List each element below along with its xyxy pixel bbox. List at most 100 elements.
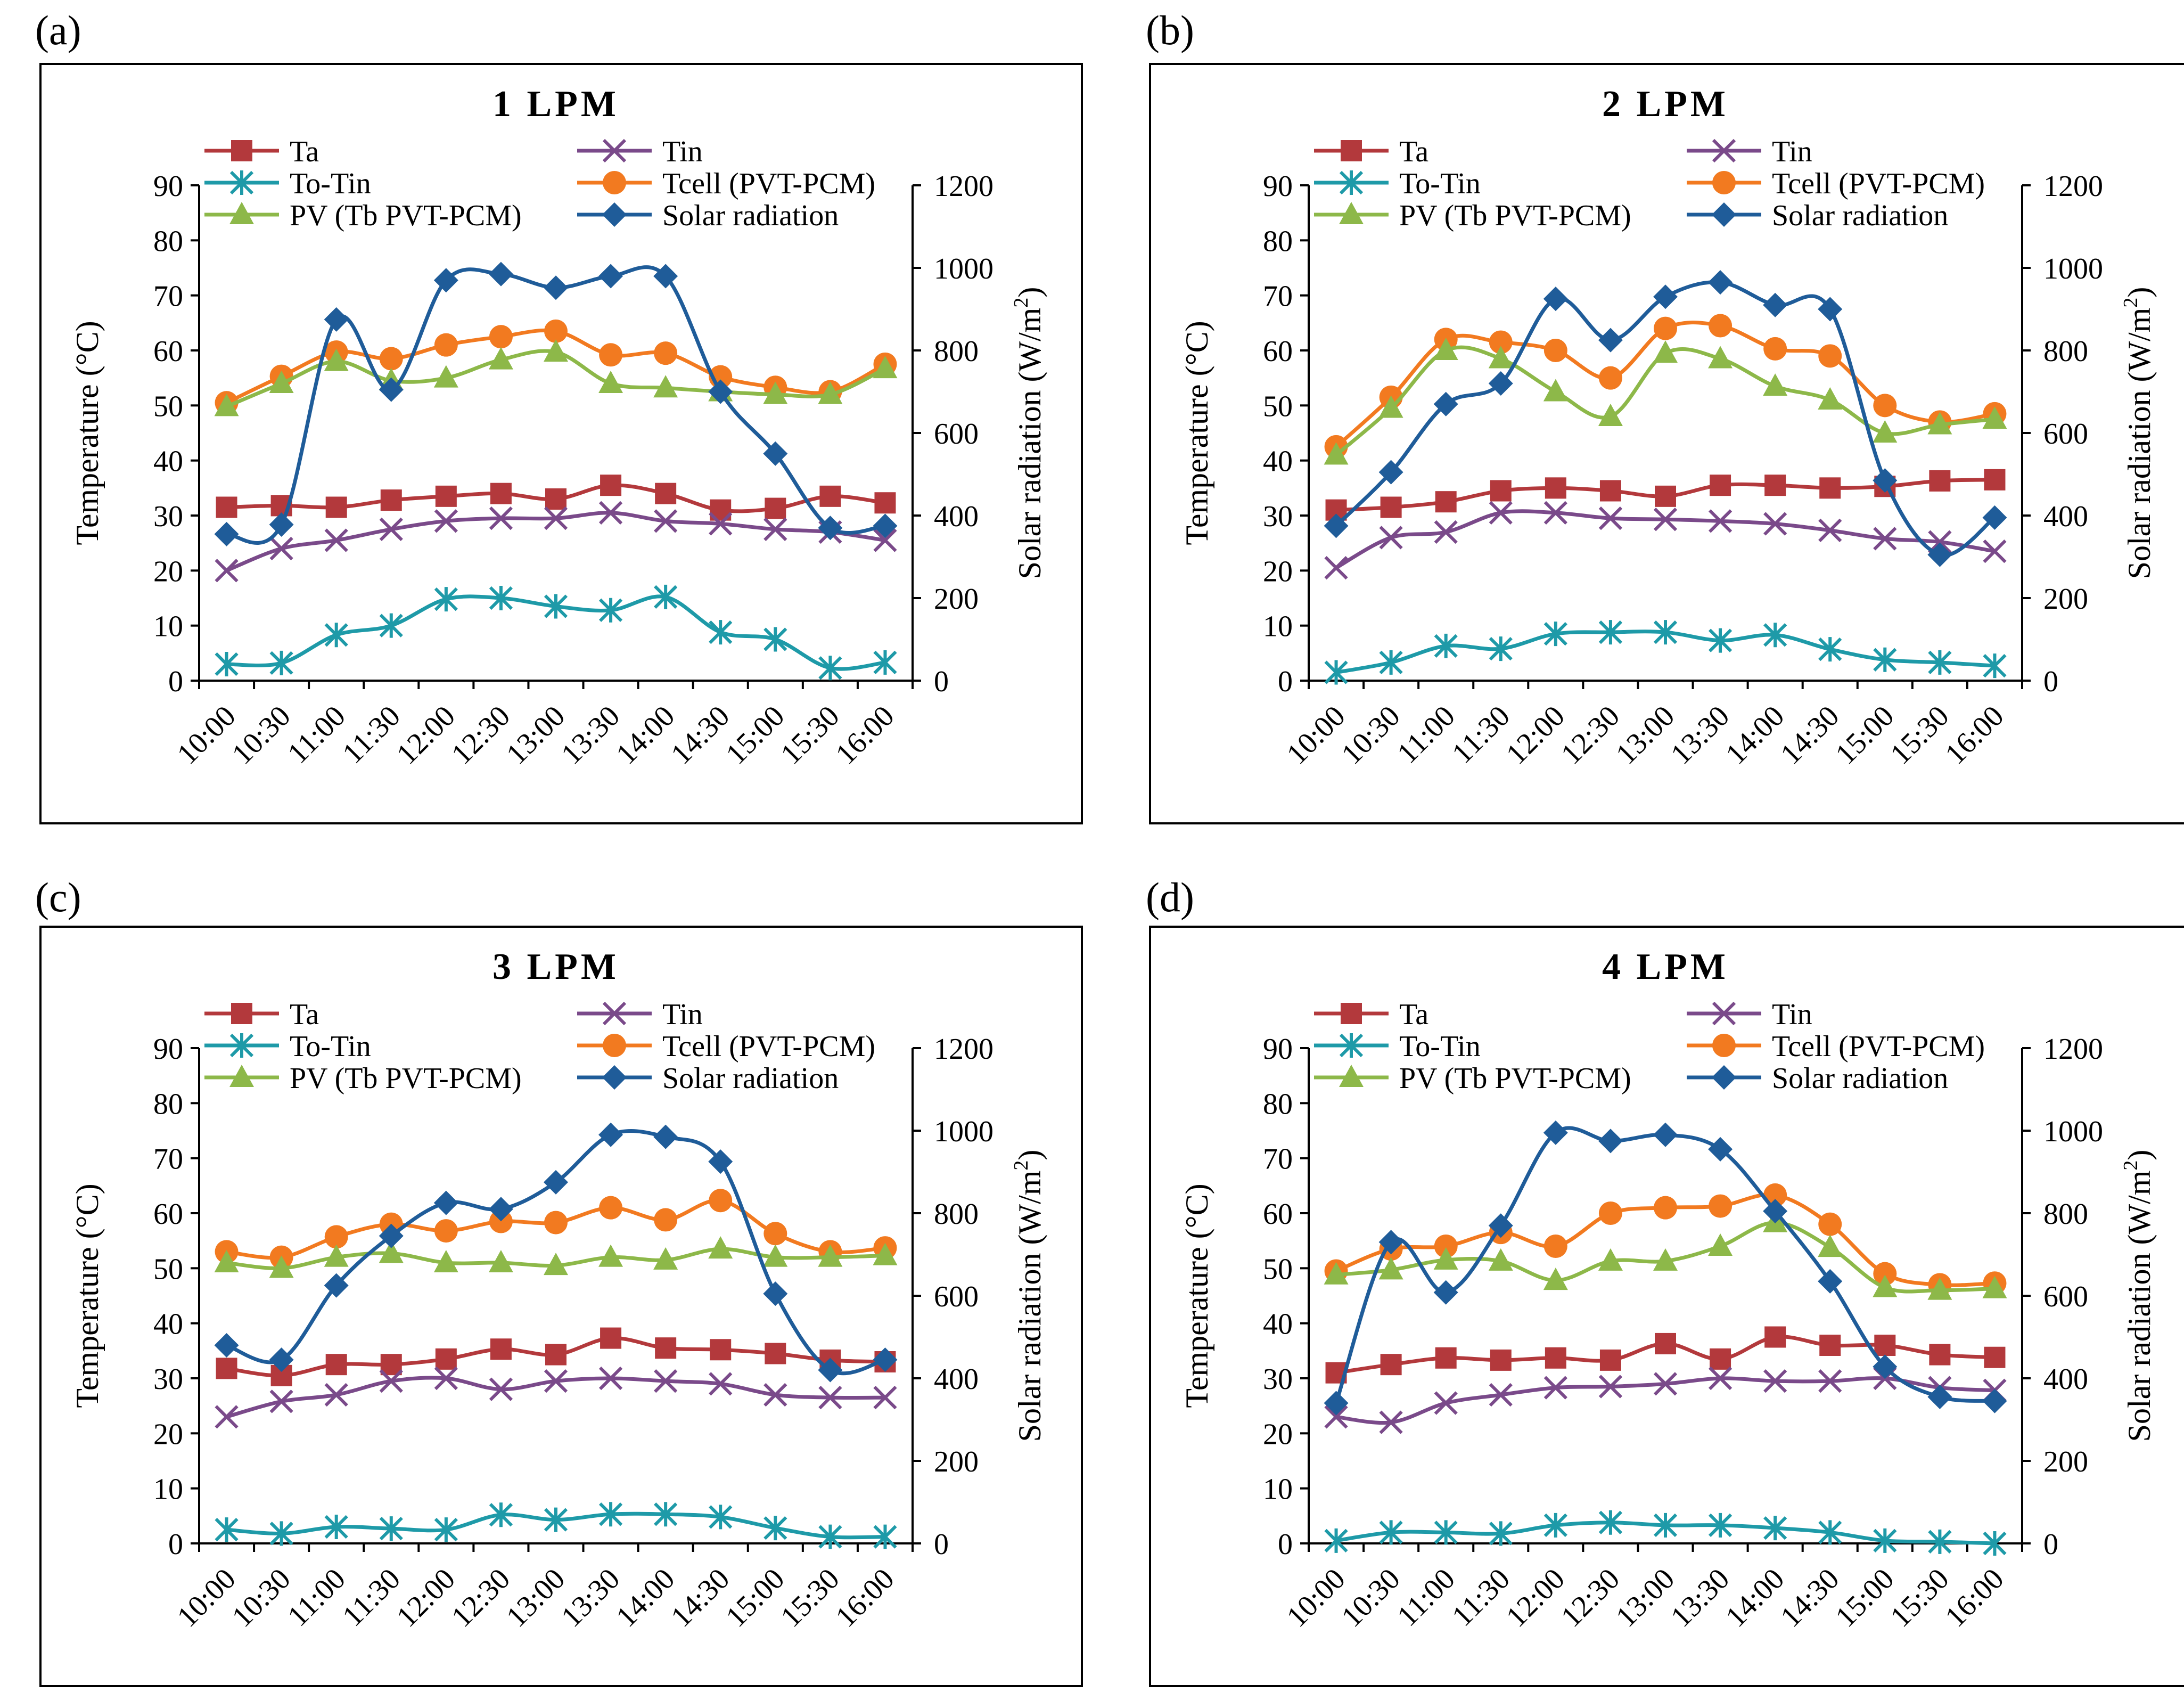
point-tcell-pvt-pcm-12-30: [489, 1209, 513, 1233]
panel-label-b: (b): [1146, 7, 1194, 53]
point-ta-12-00: [1545, 1347, 1566, 1369]
left-tick-label: 60: [153, 335, 183, 368]
point-to-tin-12-00: [434, 587, 458, 612]
x-tick-label: 12:30: [445, 1562, 516, 1633]
x-tick-label: 15:30: [1884, 699, 1956, 771]
legend-item-to-tin: To-Tin: [1314, 167, 1481, 200]
left-tick-label: 40: [1263, 445, 1293, 478]
point-tin-13-30: [598, 501, 623, 525]
point-to-tin-12-00: [1543, 622, 1567, 647]
point-to-tin-13-00: [544, 594, 568, 619]
series-line-tin: [226, 511, 885, 573]
x-tick-label: 12:30: [445, 699, 516, 771]
point-tin-12-00: [434, 509, 458, 533]
left-tick-label: 0: [168, 665, 183, 698]
point-to-tin-11-00: [1434, 633, 1458, 658]
point-tin-13-00: [544, 1369, 568, 1393]
legend-swatch-marker: [1712, 171, 1736, 194]
right-tick-label: 800: [2043, 335, 2088, 368]
point-solar-radiation-14-30: [708, 1149, 733, 1174]
point-ta-13-00: [545, 1344, 566, 1366]
series-line-pv-tb-pvt-pcm: [1335, 345, 1995, 456]
legend-label: PV (Tb PVT-PCM): [1399, 1062, 1631, 1095]
point-to-tin-13-00: [1653, 1513, 1678, 1538]
right-tick-label: 600: [2043, 418, 2088, 451]
series-pv-tb-pvt-pcm: [1324, 1209, 2007, 1300]
point-tin-11-00: [324, 528, 348, 552]
point-tcell-pvt-pcm-13-00: [544, 319, 568, 343]
point-tin-12-30: [489, 1377, 513, 1401]
point-ta-16-00: [1984, 469, 2006, 491]
point-to-tin-15-00: [1873, 1528, 1897, 1553]
chart-title: 2 LPM: [1602, 84, 1729, 125]
point-to-tin-12-00: [434, 1517, 458, 1542]
point-tin-12-00: [1543, 501, 1567, 525]
legend-label: PV (Tb PVT-PCM): [290, 1062, 522, 1095]
point-to-tin-13-30: [1708, 628, 1733, 653]
series-line-solar-radiation: [226, 1129, 886, 1376]
left-tick-label: 60: [1263, 1198, 1293, 1231]
point-tcell-pvt-pcm-13-00: [544, 1211, 568, 1235]
point-solar-radiation-15-00: [1873, 468, 1898, 493]
right-tick-label: 400: [934, 500, 979, 533]
point-solar-radiation-11-30: [1488, 1213, 1513, 1238]
point-tcell-pvt-pcm-15-00: [1873, 394, 1897, 418]
right-axis-title: Solar radiation (W/m2): [1010, 1150, 1047, 1442]
x-tick-label: 14:00: [1719, 699, 1791, 771]
point-tin-15-00: [1873, 527, 1897, 551]
series-line-tin: [226, 1376, 885, 1419]
point-tcell-pvt-pcm-13-30: [1709, 314, 1733, 338]
point-tin-13-00: [1653, 1372, 1678, 1396]
point-tin-12-00: [434, 1366, 458, 1391]
point-solar-radiation-13-00: [1653, 1122, 1678, 1147]
point-ta-10-00: [216, 496, 237, 518]
right-axis-title-main: Solar radiation (W/m: [1012, 1171, 1047, 1442]
point-solar-radiation-11-30: [379, 1223, 404, 1248]
x-tick-label: 15:30: [775, 1562, 846, 1633]
right-tick-label: 200: [2043, 1445, 2088, 1478]
legend-swatch-marker: [1341, 1003, 1362, 1024]
legend-swatch-marker: [602, 1065, 627, 1090]
point-ta-13-30: [600, 475, 622, 496]
right-tick-label: 400: [2043, 500, 2088, 533]
series-to-tin: [215, 1502, 897, 1549]
x-tick-label: 15:00: [1829, 1562, 1900, 1633]
x-tick-label: 10:00: [171, 1562, 242, 1633]
point-solar-radiation-13-00: [1653, 284, 1678, 309]
x-tick-label: 11:00: [1391, 699, 1462, 770]
point-tcell-pvt-pcm-14-00: [654, 1208, 678, 1232]
point-ta-11-30: [380, 1354, 402, 1376]
point-to-tin-11-00: [324, 623, 348, 648]
series-to-tin: [1324, 620, 2007, 685]
legend-item-tcell-pvt-pcm: Tcell (PVT-PCM): [577, 167, 875, 200]
x-tick-label: 14:30: [664, 699, 736, 771]
series-tin: [1324, 1366, 2007, 1434]
left-axis-title: Temperature (°C): [70, 1183, 105, 1408]
point-solar-radiation-11-00: [324, 307, 349, 332]
left-tick-label: 90: [1263, 1033, 1293, 1066]
legend-label: Solar radiation: [1772, 1062, 1948, 1095]
x-tick-label: 10:30: [1335, 699, 1407, 771]
left-tick-label: 50: [153, 1253, 183, 1286]
x-tick-label: 16:00: [830, 699, 901, 771]
point-tin-12-30: [489, 506, 513, 530]
point-pv-tb-pvt-pcm-11-30: [379, 1240, 404, 1263]
point-to-tin-11-00: [324, 1515, 348, 1539]
left-tick-label: 40: [153, 1308, 183, 1341]
x-tick-label: 10:00: [171, 699, 242, 771]
point-solar-radiation-12-00: [433, 268, 458, 293]
point-tcell-pvt-pcm-15-00: [763, 1222, 787, 1246]
point-pv-tb-pvt-pcm-10-00: [214, 394, 239, 416]
left-tick-label: 90: [153, 170, 183, 203]
point-ta-11-00: [325, 496, 347, 518]
point-solar-radiation-13-30: [1708, 1137, 1733, 1162]
x-tick-label: 14:30: [1774, 699, 1845, 771]
point-tcell-pvt-pcm-11-00: [1434, 1235, 1458, 1258]
x-tick-label: 16:00: [1939, 699, 2010, 771]
point-tcell-pvt-pcm-11-30: [379, 347, 403, 371]
x-tick-label: 13:00: [1610, 1562, 1681, 1633]
right-tick-label: 400: [2043, 1363, 2088, 1396]
point-solar-radiation-14-30: [1818, 297, 1843, 322]
x-tick-label: 13:00: [500, 1562, 571, 1633]
panel-label-c: (c): [35, 874, 81, 920]
